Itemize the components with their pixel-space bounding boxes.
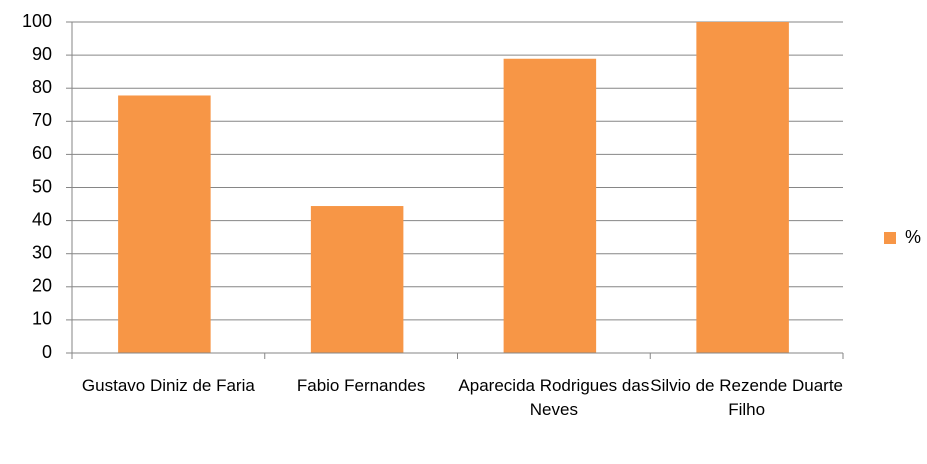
legend-swatch bbox=[884, 232, 896, 244]
bar bbox=[696, 22, 789, 353]
x-tick-label: Fabio Fernandes bbox=[296, 376, 426, 395]
bar bbox=[503, 58, 597, 354]
y-tick-label: 30 bbox=[32, 242, 52, 262]
y-tick-label: 20 bbox=[32, 276, 52, 296]
legend-label: % bbox=[905, 227, 921, 247]
bar bbox=[118, 95, 211, 354]
y-tick-label: 70 bbox=[32, 110, 52, 130]
x-tick-label: Aparecida Rodrigues das Neves bbox=[458, 376, 650, 419]
x-tick-label: Silvio de Rezende Duarte Filho bbox=[650, 376, 844, 419]
y-tick-label: 80 bbox=[32, 77, 52, 97]
bar bbox=[310, 206, 404, 353]
y-tick-label: 0 bbox=[42, 342, 52, 362]
y-tick-label: 90 bbox=[32, 44, 52, 64]
y-tick-label: 60 bbox=[32, 143, 52, 163]
x-tick-label: Gustavo Diniz de Faria bbox=[81, 376, 255, 395]
y-tick-label: 100 bbox=[22, 11, 52, 31]
y-tick-label: 50 bbox=[32, 176, 52, 196]
y-tick-label: 10 bbox=[32, 309, 52, 329]
y-tick-label: 40 bbox=[32, 209, 52, 229]
